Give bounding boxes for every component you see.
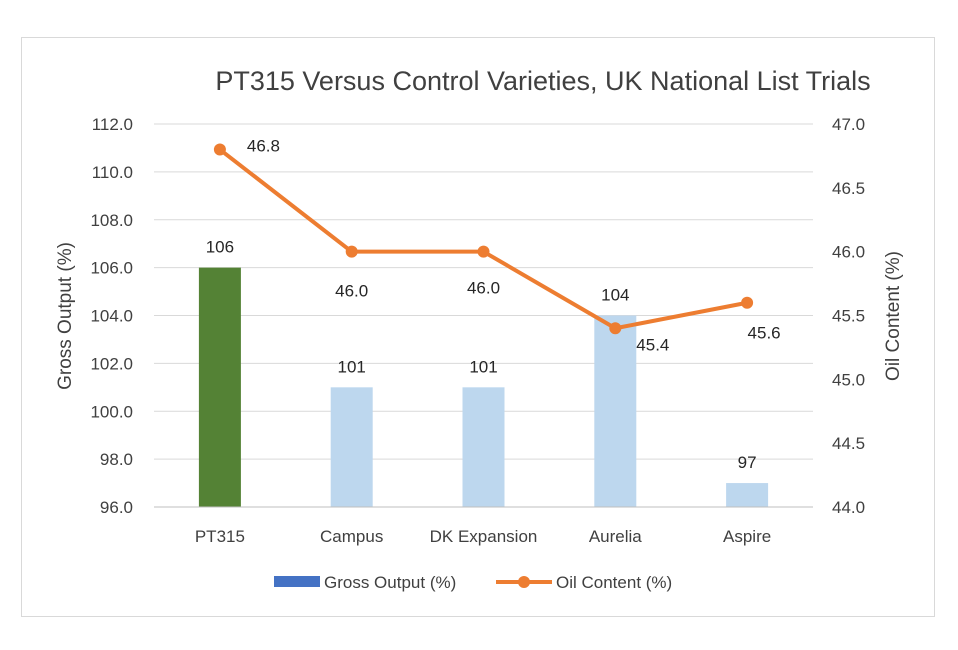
y-tick-label: 104.0 [90, 307, 133, 326]
category-label: PT315 [195, 527, 245, 546]
y-tick-label: 108.0 [90, 211, 133, 230]
line-data-label: 46.0 [335, 282, 368, 301]
bar-data-labels: 106 101 101 104 97 [206, 238, 757, 472]
category-label: Aspire [723, 527, 771, 546]
bar-data-label: 106 [206, 238, 234, 257]
y2-tick-label: 45.0 [832, 370, 865, 389]
category-labels: PT315 Campus DK Expansion Aurelia Aspire [195, 527, 771, 546]
bar-data-label: 104 [601, 286, 629, 305]
line-data-labels: 46.8 46.0 46.0 45.4 45.6 [247, 137, 781, 355]
y-tick-label: 112.0 [92, 115, 133, 134]
y2-axis-title: Oil Content (%) [883, 251, 904, 381]
category-label: Aurelia [589, 527, 642, 546]
y2-tick-label: 46.0 [832, 243, 865, 262]
line-data-label: 46.8 [247, 137, 280, 156]
category-label: DK Expansion [430, 527, 538, 546]
y-axis-title: Gross Output (%) [55, 242, 76, 390]
bar [198, 267, 241, 507]
y2-tick-label: 47.0 [832, 115, 865, 134]
legend-label-gross-output: Gross Output (%) [324, 573, 456, 592]
legend-marker-oil-content [518, 576, 530, 588]
right-axis-ticks: 44.0 44.5 45.0 45.5 46.0 46.5 47.0 [832, 115, 865, 517]
y-tick-label: 98.0 [100, 450, 133, 469]
y-tick-label: 100.0 [90, 402, 133, 421]
bar-data-label: 97 [738, 453, 757, 472]
line-data-label: 46.0 [467, 279, 500, 298]
y2-tick-label: 46.5 [832, 179, 865, 198]
category-label: Campus [320, 527, 383, 546]
bar [330, 387, 373, 507]
line-point [477, 245, 490, 258]
chart-frame [21, 37, 935, 617]
chart-title: PT315 Versus Control Varieties, UK Natio… [215, 66, 870, 96]
line-point [741, 296, 754, 309]
line-point [609, 322, 622, 335]
line-series [213, 143, 754, 335]
y2-tick-label: 44.0 [832, 498, 865, 517]
bar [726, 483, 769, 507]
left-axis-ticks: 96.0 98.0 100.0 102.0 104.0 106.0 108.0 110.0 11… [90, 115, 133, 517]
y2-tick-label: 44.5 [832, 434, 865, 453]
bar-data-label: 101 [338, 357, 366, 376]
bar-series [198, 267, 769, 507]
line-data-label: 45.6 [748, 324, 781, 343]
line-point [213, 143, 226, 156]
legend-swatch-gross-output [274, 576, 320, 587]
y-tick-label: 110.0 [92, 163, 133, 182]
bar [594, 315, 637, 507]
line-point [345, 245, 358, 258]
legend: Gross Output (%) Oil Content (%) [274, 573, 672, 592]
y-tick-label: 102.0 [90, 354, 133, 373]
y-tick-label: 106.0 [90, 259, 133, 278]
legend-label-oil-content: Oil Content (%) [556, 573, 672, 592]
gridlines [154, 123, 813, 460]
y2-tick-label: 45.5 [832, 307, 865, 326]
y-tick-label: 96.0 [100, 498, 133, 517]
bar-data-label: 101 [469, 357, 497, 376]
oil-content-line [218, 147, 748, 331]
bar [462, 387, 505, 507]
line-data-label: 45.4 [636, 335, 669, 354]
